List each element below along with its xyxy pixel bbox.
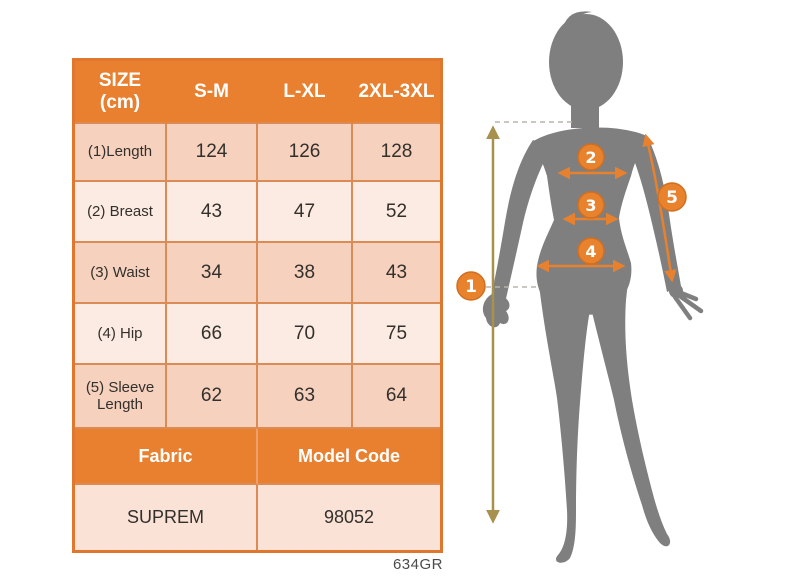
- cell-length-l-xl: 126: [258, 124, 353, 182]
- marker-5-circle: [657, 182, 687, 212]
- fabric-header-cell: Fabric: [75, 429, 258, 485]
- cell-sleeve-s-m: 62: [167, 365, 258, 429]
- marker-circle-5: 5: [657, 182, 687, 212]
- silhouette-right-fingers: [672, 288, 704, 321]
- marker-2-number: 2: [585, 148, 596, 167]
- marker-1-number: 1: [465, 277, 477, 297]
- marker-3-circle: [577, 191, 605, 219]
- silhouette-neck: [571, 98, 599, 128]
- cell-breast-s-m: 43: [167, 182, 258, 243]
- model-code-value-cell: 98052: [258, 485, 440, 550]
- col-header-l-xl: L-XL: [258, 61, 353, 124]
- cell-breast-2xl-3xl: 52: [353, 182, 440, 243]
- measurement-figure: 1 2 3 4 5: [456, 11, 704, 563]
- sleeve-arrow: [642, 133, 677, 283]
- marker-4-circle: [577, 237, 605, 265]
- marker-circle-3: 3: [577, 191, 605, 219]
- cell-waist-2xl-3xl: 43: [353, 243, 440, 304]
- cell-waist-l-xl: 38: [258, 243, 353, 304]
- cell-hip-2xl-3xl: 75: [353, 304, 440, 365]
- silhouette-right-arm: [630, 136, 681, 292]
- size-header-line1: SIZE: [98, 69, 142, 91]
- row-label-hip: (4) Hip: [75, 304, 167, 365]
- cell-sleeve-l-xl: 63: [258, 365, 353, 429]
- silhouette-head: [549, 14, 623, 110]
- model-code-header-cell: Model Code: [258, 429, 440, 485]
- row-label-length: (1)Length: [75, 124, 167, 182]
- size-unit-header: SIZE (cm): [75, 61, 167, 124]
- model-footnote: 634GR: [392, 556, 443, 573]
- size-header-line2: (cm): [99, 91, 141, 113]
- cell-breast-l-xl: 47: [258, 182, 353, 243]
- silhouette-left-hand: [482, 294, 510, 328]
- col-header-2xl-3xl: 2XL-3XL: [353, 61, 440, 124]
- marker-circle-1: 1: [456, 271, 486, 301]
- cell-length-2xl-3xl: 128: [353, 124, 440, 182]
- marker-3-number: 3: [585, 196, 596, 215]
- cell-sleeve-2xl-3xl: 64: [353, 365, 440, 429]
- marker-circle-4: 4: [577, 237, 605, 265]
- cell-length-s-m: 124: [167, 124, 258, 182]
- row-label-breast: (2) Breast: [75, 182, 167, 243]
- col-header-s-m: S-M: [167, 61, 258, 124]
- fabric-value-cell: SUPREM: [75, 485, 258, 550]
- cell-waist-s-m: 34: [167, 243, 258, 304]
- silhouette-left-leg: [538, 276, 590, 563]
- marker-5-number: 5: [666, 188, 678, 208]
- cell-hip-s-m: 66: [167, 304, 258, 365]
- silhouette-left-arm: [491, 140, 549, 303]
- row-label-sleeve-length: (5) Sleeve Length: [75, 365, 167, 429]
- cell-hip-l-xl: 70: [258, 304, 353, 365]
- marker-2-circle: [577, 143, 605, 171]
- marker-circle-2: 2: [577, 143, 605, 171]
- size-chart-table: SIZE (cm) S-M L-XL 2XL-3XL (1)Length 124…: [72, 58, 443, 553]
- marker-4-number: 4: [585, 242, 596, 261]
- row-label-waist: (3) Waist: [75, 243, 167, 304]
- silhouette-right-leg: [592, 270, 671, 547]
- marker-1-circle: [456, 271, 486, 301]
